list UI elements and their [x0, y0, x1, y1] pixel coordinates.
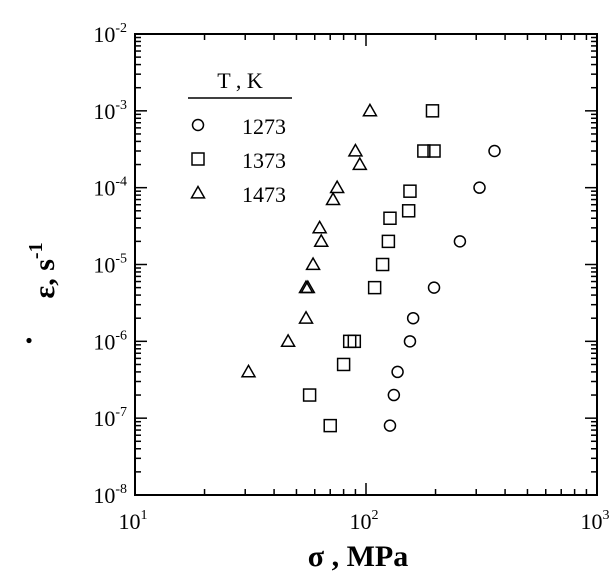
data-point-square: [427, 144, 441, 158]
y-tick-label: 10-6: [93, 328, 127, 354]
y-axis-symbol: ε: [28, 286, 61, 299]
y-tick-label-base: 10: [93, 22, 115, 47]
x-tick-label-base: 10: [350, 509, 372, 534]
data-point-circle: [453, 235, 467, 248]
data-point-circle: [473, 181, 486, 194]
axes-layer: [134, 33, 598, 496]
data-point-triangle: [325, 191, 341, 206]
data-point-square: [425, 104, 440, 118]
y-axis-title-text: ε, s-1: [25, 242, 61, 298]
data-point-square: [375, 257, 390, 272]
y-tick-label: 10-5: [93, 252, 127, 278]
data-point-square: [347, 334, 362, 349]
data-point-triangle: [313, 233, 330, 247]
data-point-square: [323, 418, 337, 433]
y-tick-label-exponent: -3: [115, 98, 127, 113]
data-point-circle: [403, 335, 417, 348]
y-tick-label-exponent: -2: [115, 21, 127, 36]
y-tick-label-exponent: -8: [115, 482, 127, 497]
x-tick-label-exponent: 1: [141, 508, 148, 523]
y-axis-unit-exponent: -1: [25, 242, 47, 259]
y-axis-unit: s: [28, 259, 61, 271]
data-point-triangle: [347, 142, 364, 157]
data-point-circle: [383, 419, 397, 432]
y-tick-label-base: 10: [93, 253, 115, 278]
y-tick-label-base: 10: [93, 176, 115, 201]
data-point-square: [342, 334, 357, 349]
y-tick-label-base: 10: [93, 329, 115, 354]
data-points-layer: [240, 102, 501, 433]
x-tick-label-base: 10: [119, 509, 141, 534]
data-point-triangle: [329, 179, 345, 194]
y-tick-label-base: 10: [93, 483, 115, 508]
x-tick-label: 101: [119, 508, 148, 534]
legend-entry-label: 1473: [242, 182, 286, 207]
legend-entry-label: 1273: [242, 114, 286, 139]
plot-frame: [134, 33, 598, 496]
x-axis-title: σ , MPa: [308, 540, 408, 573]
legend-marker-square: [191, 152, 205, 166]
x-tick-label-base: 10: [581, 509, 603, 534]
y-axis-title: ε, s-1: [25, 242, 61, 344]
data-point-circle: [427, 281, 441, 294]
data-point-triangle: [298, 310, 314, 324]
data-point-triangle: [305, 256, 321, 271]
legend-marker-circle: [191, 118, 205, 132]
data-point-triangle: [311, 219, 328, 234]
x-tick-label: 103: [581, 508, 610, 534]
y-tick-label-exponent: -7: [115, 405, 127, 420]
x-tick-label-exponent: 2: [372, 508, 379, 523]
legend-entry-label: 1373: [242, 148, 286, 173]
y-axis-rate-dot: [26, 337, 32, 344]
data-point-square: [417, 144, 431, 158]
data-point-circle: [391, 365, 404, 379]
data-point-triangle: [280, 333, 296, 347]
data-point-square: [401, 204, 416, 218]
data-point-circle: [387, 388, 401, 402]
legend: T , K 1273 1373 1473: [188, 68, 292, 207]
y-axis-separator: ,: [28, 271, 61, 286]
y-tick-label-exponent: -6: [115, 328, 127, 343]
data-point-triangle: [300, 279, 316, 294]
data-point-triangle: [362, 102, 378, 117]
y-tick-label-exponent: -4: [115, 175, 127, 190]
data-point-square: [302, 388, 317, 402]
y-tick-label: 10-7: [93, 405, 127, 431]
x-tick-label: 102: [350, 508, 379, 534]
data-point-triangle: [240, 363, 257, 378]
data-point-square: [336, 357, 351, 372]
y-tick-label-exponent: -5: [115, 252, 127, 267]
y-tick-label: 10-4: [93, 175, 127, 201]
y-tick-label-base: 10: [93, 406, 115, 431]
data-point-square: [367, 280, 382, 295]
data-point-circle: [406, 311, 420, 325]
data-point-square: [383, 211, 397, 225]
data-point-square: [381, 234, 396, 249]
data-point-circle: [488, 144, 501, 158]
data-point-square: [403, 184, 417, 198]
legend-title: T , K: [217, 68, 263, 93]
x-tick-label-exponent: 3: [603, 508, 610, 523]
data-point-triangle: [352, 156, 368, 171]
y-tick-label-base: 10: [93, 99, 115, 124]
y-tick-label: 10-2: [93, 21, 127, 47]
y-tick-label: 10-3: [93, 98, 127, 124]
legend-marker-triangle: [190, 184, 206, 199]
y-tick-label: 10-8: [93, 482, 127, 508]
